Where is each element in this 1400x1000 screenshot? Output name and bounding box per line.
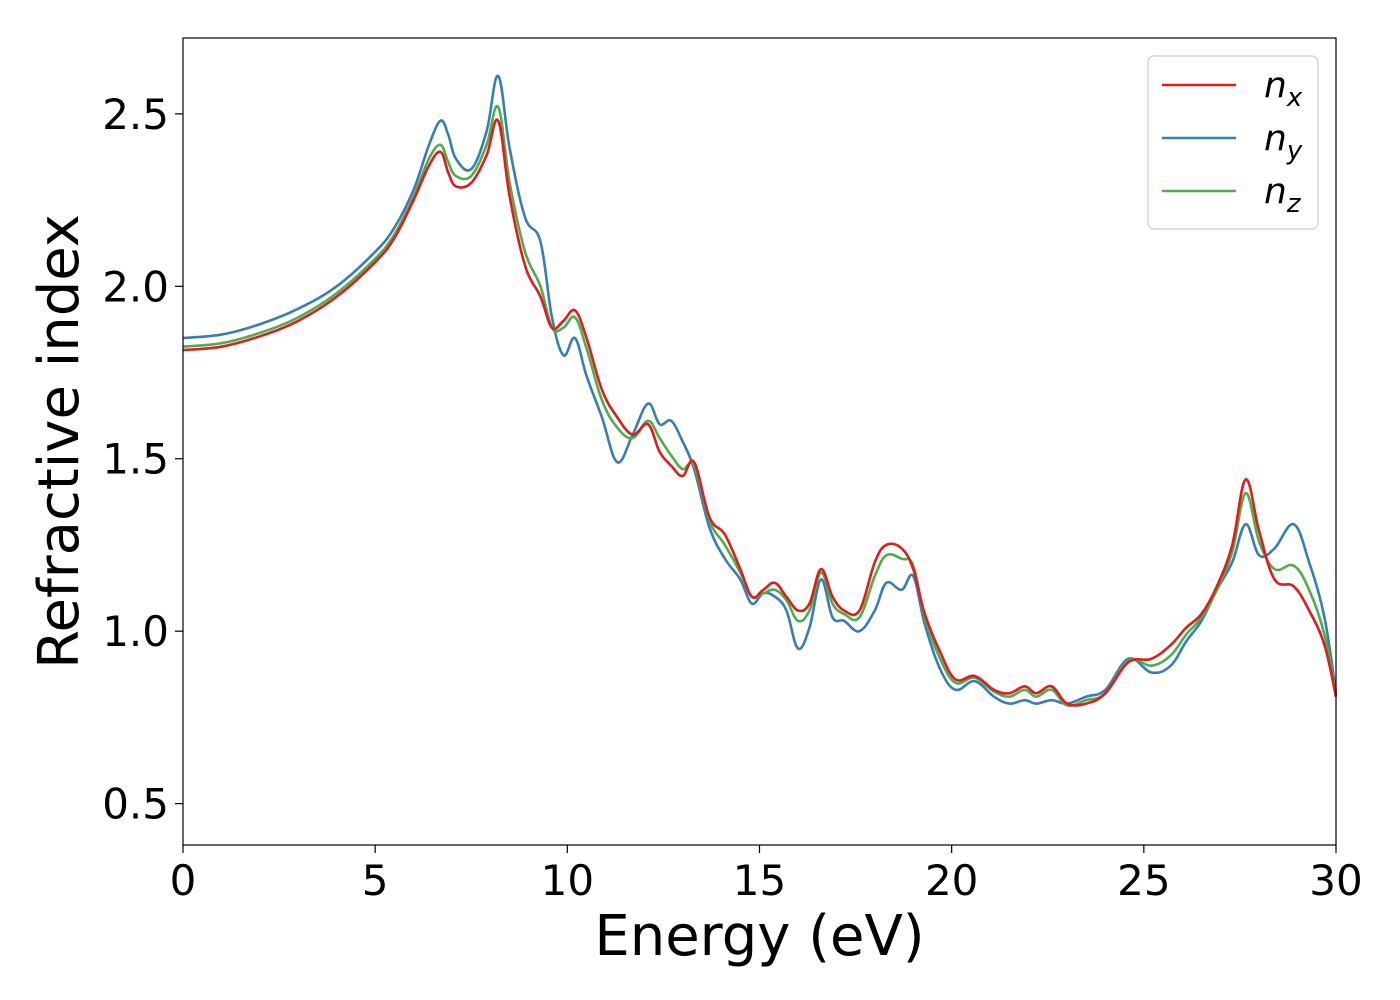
legend-label-main: n: [1264, 118, 1287, 159]
x-axis-label: Energy (eV): [594, 904, 924, 969]
x-tick-label: 10: [541, 856, 594, 905]
legend-label-sub: y: [1286, 136, 1303, 166]
legend-label-main: n: [1264, 65, 1287, 106]
legend-box: [1147, 55, 1319, 230]
x-tick-label: 20: [925, 856, 978, 905]
x-tick-label: 0: [170, 856, 197, 905]
series-group: [182, 74, 1338, 708]
legend-label-sub: x: [1286, 83, 1303, 113]
legend-label-main: n: [1264, 171, 1287, 212]
legend-label-z: nz: [1264, 171, 1302, 219]
series-line-z: [182, 104, 1338, 708]
y-axis-label: Refractive index: [27, 214, 92, 669]
y-tick-label: 2.5: [102, 90, 169, 139]
x-axis-ticks: 0 5 10 15 20 25 30: [170, 845, 1363, 905]
legend-label-x: nx: [1264, 65, 1303, 113]
y-tick-label: 1.0: [102, 607, 169, 656]
y-tick-label: 1.5: [102, 435, 169, 484]
y-tick-label: 0.5: [102, 780, 169, 829]
legend-label-y: ny: [1264, 118, 1303, 166]
series-line-x: [182, 118, 1338, 707]
legend-label-sub: z: [1286, 189, 1302, 219]
series-line-y: [182, 74, 1338, 705]
x-tick-label: 30: [1309, 856, 1362, 905]
y-axis-ticks: 0.5 1.0 1.5 2.0 2.5: [102, 90, 183, 829]
x-tick-label: 25: [1117, 856, 1170, 905]
y-tick-label: 2.0: [102, 262, 169, 311]
x-tick-label: 5: [362, 856, 389, 905]
x-tick-label: 15: [733, 856, 786, 905]
